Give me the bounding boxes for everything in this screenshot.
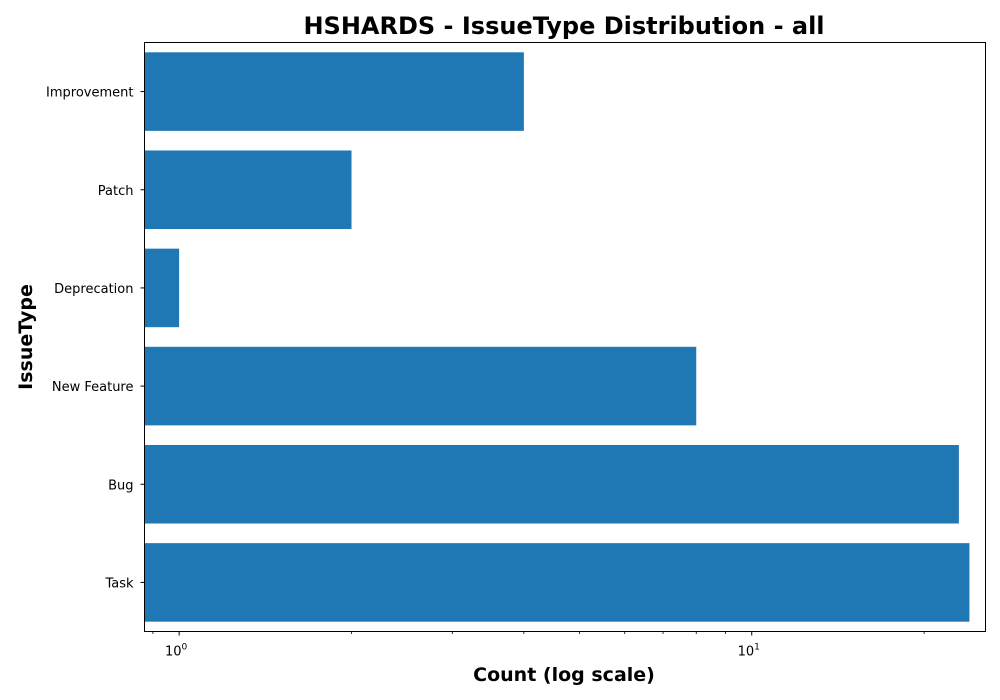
y-tick-label: Bug xyxy=(108,478,133,493)
x-axis-ticks: 100 101 xyxy=(152,631,925,660)
y-tick-label: Improvement xyxy=(46,86,133,101)
bars-group xyxy=(144,52,970,622)
y-tick-label: New Feature xyxy=(52,380,134,395)
bar-improvement xyxy=(144,52,524,131)
y-tick-label: Task xyxy=(104,576,134,591)
y-tick-label: Deprecation xyxy=(54,282,133,297)
chart-title: HSHARDS - IssueType Distribution - all xyxy=(303,12,824,40)
x-tick-label: 101 xyxy=(738,643,760,660)
bar-task xyxy=(144,543,970,622)
bar-deprecation xyxy=(144,248,180,328)
bar-new-feature xyxy=(144,346,697,426)
y-axis-ticks: Improvement Patch Deprecation New Feature Bu… xyxy=(46,86,145,591)
y-tick-label: Patch xyxy=(98,184,134,199)
plot-frame xyxy=(144,42,986,632)
bar-bug xyxy=(144,444,959,524)
x-tick-label: 100 xyxy=(165,643,188,660)
y-axis-label: IssueType xyxy=(15,284,37,390)
bar-patch xyxy=(144,150,352,230)
x-axis-label: Count (log scale) xyxy=(473,664,655,686)
